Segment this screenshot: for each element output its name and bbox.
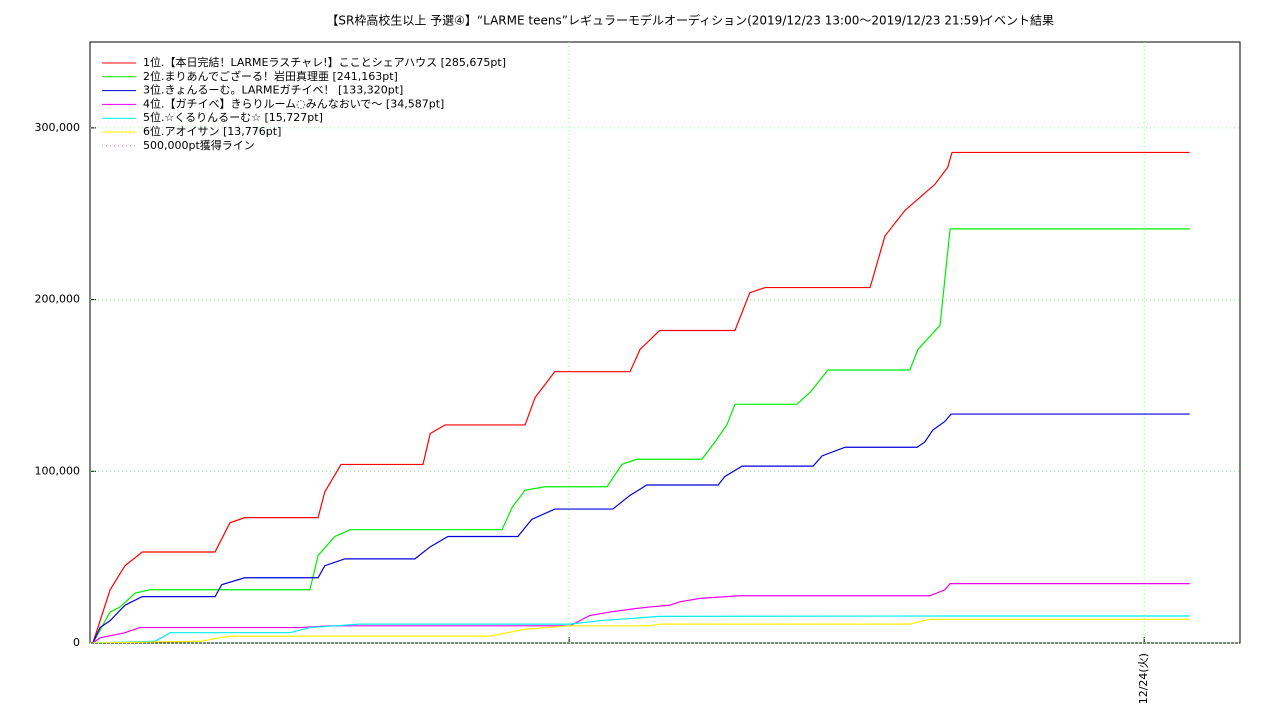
series-line	[92, 151, 1190, 643]
plot-area	[92, 151, 1190, 643]
series-line	[92, 615, 1190, 643]
legend-label: 2位.まりあんでござーる！岩田真理亜 [241,163pt]	[143, 69, 398, 83]
y-tick-label: 200,000	[35, 293, 81, 306]
chart-title: 【SR枠高校生以上 予選④】“LARME teens”レギュラーモデルオーディシ…	[326, 13, 983, 28]
x-tick-label: 12/24(火)	[1137, 653, 1150, 704]
series-line	[92, 583, 1190, 643]
legend-label: 3位.きょんるーむ。LARMEガチイベ！ [133,320pt]	[143, 83, 403, 97]
series-line	[92, 618, 1190, 643]
y-tick-label: 300,000	[35, 121, 81, 134]
legend-label: 5位.☆くるりんるーむ☆ [15,727pt]	[143, 110, 323, 124]
legend-label: 4位.【ガチイベ】きらりルーム◌みんなおいで～ [34,587pt]	[143, 96, 444, 110]
series-line	[92, 228, 1190, 643]
plot-frame	[89, 41, 1241, 644]
series-line	[92, 413, 1190, 643]
chart-subtitle: イベント結果	[982, 14, 1054, 28]
y-tick-label: 100,000	[35, 464, 81, 477]
y-tick-label: 0	[73, 636, 80, 649]
legend-label: 6位.アオイサン [13,776pt]	[143, 124, 281, 138]
legend-label: 500,000pt獲得ライン	[143, 139, 255, 152]
legend-label: 1位.【本日完結！LARMEラスチャレ!】こことシェアハウス [285,675p…	[143, 55, 506, 69]
